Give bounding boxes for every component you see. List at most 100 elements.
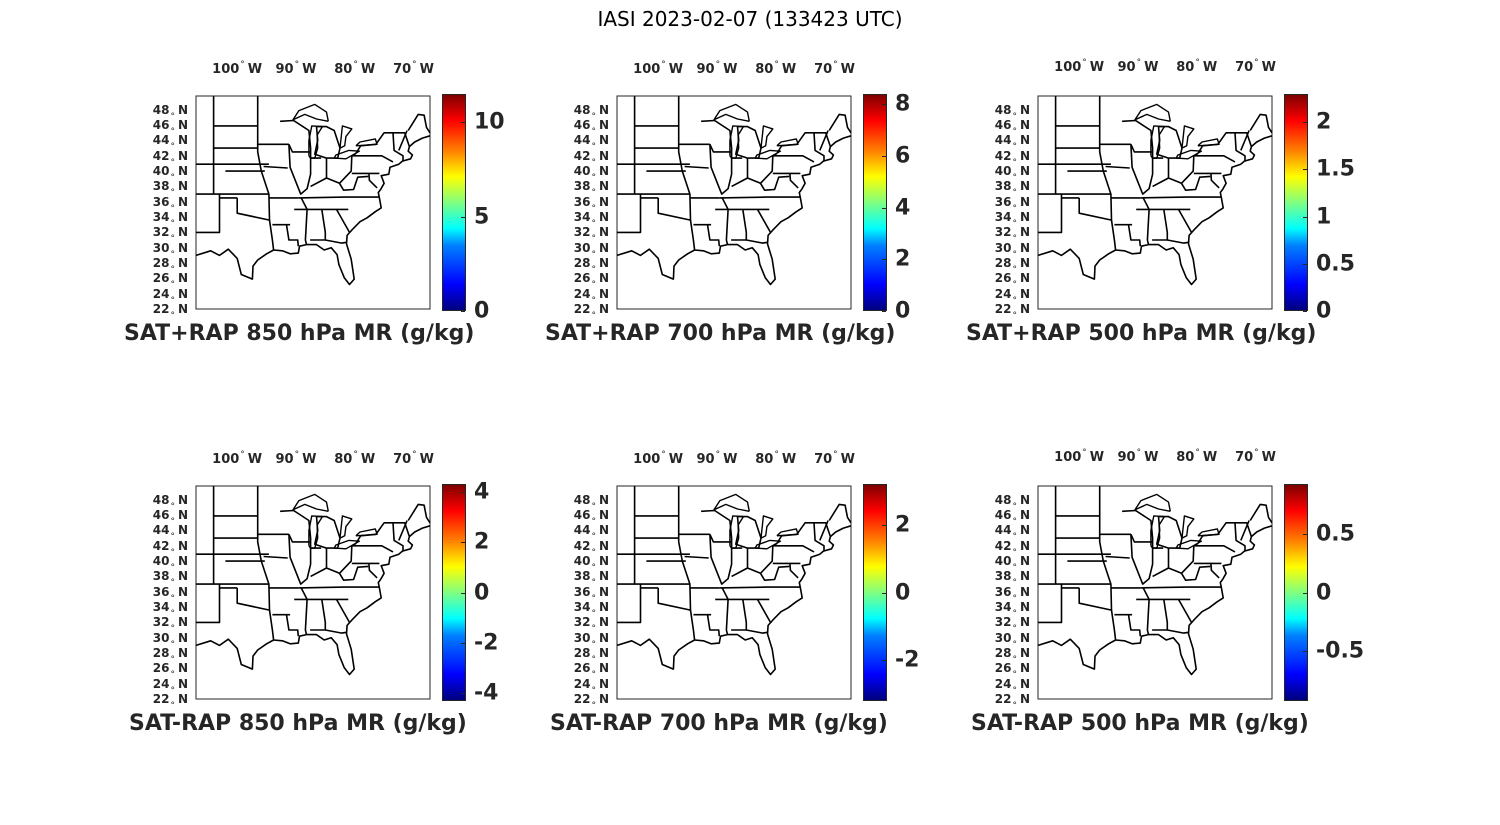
state-boundary [731, 567, 748, 578]
latitude-label: 38° N [573, 569, 609, 589]
colorbar-tick-label: 2 [895, 246, 911, 272]
longitude-label: 80° W [755, 450, 797, 467]
state-boundary [706, 224, 721, 247]
state-boundary [1240, 130, 1250, 151]
latitude-label: 38° N [994, 179, 1030, 199]
state-boundary [1167, 239, 1189, 244]
state-boundary [1130, 143, 1153, 153]
latitude-label: 40° N [994, 164, 1030, 184]
state-boundary [1140, 196, 1221, 199]
state-boundary [256, 486, 275, 641]
state-boundary [731, 599, 748, 631]
state-boundary [196, 194, 221, 234]
colorbar [863, 94, 887, 311]
colorbar-tick-label: 0.5 [1316, 251, 1355, 277]
figure-title: IASI 2023-02-07 (133423 UTC) [597, 7, 903, 31]
state-boundary [1167, 629, 1189, 634]
us-map [195, 485, 431, 700]
colorbar [1284, 94, 1308, 311]
state-boundary [617, 584, 642, 624]
latitude-label: 22° N [994, 302, 1030, 321]
state-boundary [1210, 173, 1220, 189]
latitude-label: 36° N [152, 584, 188, 604]
panel-title: SAT-RAP 850 hPa MR (g/kg) [129, 711, 467, 736]
colorbar-tickmark [1303, 263, 1307, 265]
state-boundary [300, 587, 308, 635]
map-frame [616, 485, 852, 700]
state-boundary [789, 173, 799, 189]
lake-outline [339, 125, 353, 149]
panel-title: SAT+RAP 500 hPa MR (g/kg) [966, 321, 1317, 346]
colorbar-tickmark [882, 207, 886, 209]
state-boundary [706, 614, 721, 637]
latitude-label: 44° N [573, 133, 609, 153]
state-boundary [398, 520, 408, 541]
colorbar-tick-label: 0 [1316, 298, 1332, 324]
state-boundary [288, 533, 311, 543]
latitude-label: 30° N [573, 240, 609, 260]
longitude-label: 80° W [1176, 448, 1218, 465]
state-boundary [335, 209, 351, 233]
state-boundary [325, 239, 347, 244]
latitude-label: 48° N [994, 492, 1030, 512]
colorbar-tick-label: 0 [474, 580, 490, 605]
state-boundary [819, 130, 829, 151]
latitude-label: 30° N [994, 630, 1030, 650]
state-boundary [310, 177, 327, 188]
lake-outline [713, 103, 750, 122]
latitude-label: 40° N [573, 554, 609, 574]
map-panel-5: 100° W 90° W 80° W 70° W 48° N 46° N 44° N 42° N 40° N 38°… [550, 450, 991, 750]
lake-outline [355, 138, 378, 147]
latitude-label: 42° N [152, 538, 188, 558]
latitude-label: 24° N [573, 286, 609, 306]
state-boundary [263, 165, 288, 169]
state-boundary [731, 209, 748, 241]
longitude-label: 80° W [755, 60, 797, 77]
latitude-label: 42° N [573, 148, 609, 168]
colorbar-tickmark [1303, 592, 1307, 594]
latitude-label: 22° N [152, 692, 188, 711]
latitude-label: 24° N [573, 676, 609, 696]
longitude-label: 90° W [1117, 448, 1159, 465]
state-boundary [1249, 113, 1273, 134]
latitude-label: 22° N [573, 692, 609, 711]
state-boundary [1142, 197, 1150, 245]
lake-outline [1134, 103, 1171, 122]
latitude-label: 48° N [573, 492, 609, 512]
latitude-label: 32° N [573, 615, 609, 635]
lake-outline [729, 515, 745, 549]
us-map [616, 95, 852, 310]
colorbar-tick-label: 6 [895, 143, 911, 169]
state-boundary [657, 587, 691, 611]
colorbar-tick-label: 5 [474, 204, 490, 230]
latitude-label: 24° N [994, 676, 1030, 696]
longitude-label: 80° W [334, 60, 376, 77]
state-boundary [1098, 486, 1117, 641]
latitude-label: 48° N [152, 492, 188, 512]
state-boundary [1098, 96, 1117, 251]
state-boundary [1193, 545, 1236, 553]
lake-outline [1197, 528, 1220, 537]
coastline [616, 135, 852, 286]
latitude-label: 42° N [573, 538, 609, 558]
latitude-label: 30° N [152, 240, 188, 260]
latitude-label: 28° N [994, 256, 1030, 276]
state-boundary [1105, 165, 1130, 169]
state-boundary [746, 239, 768, 244]
state-boundary [617, 194, 642, 234]
map-panel-6: 100° W 90° W 80° W 70° W 48° N 46° N 44° N 42° N 40° N 38°… [971, 448, 1412, 750]
latitude-label: 44° N [152, 523, 188, 543]
latitude-label: 22° N [994, 692, 1030, 711]
state-boundary [310, 209, 327, 241]
lake-outline [729, 125, 745, 159]
latitude-label: 36° N [573, 194, 609, 214]
state-boundary [236, 197, 270, 221]
longitude-label: 100° W [1054, 58, 1105, 75]
lake-outline [776, 138, 799, 147]
colorbar-tick-label: 10 [474, 109, 505, 135]
colorbar-tickmark [461, 122, 465, 124]
colorbar-tick-label: -4 [474, 680, 499, 706]
colorbar-tick-label: -2 [474, 630, 499, 656]
state-boundary [1152, 567, 1169, 578]
state-boundary [285, 614, 300, 637]
